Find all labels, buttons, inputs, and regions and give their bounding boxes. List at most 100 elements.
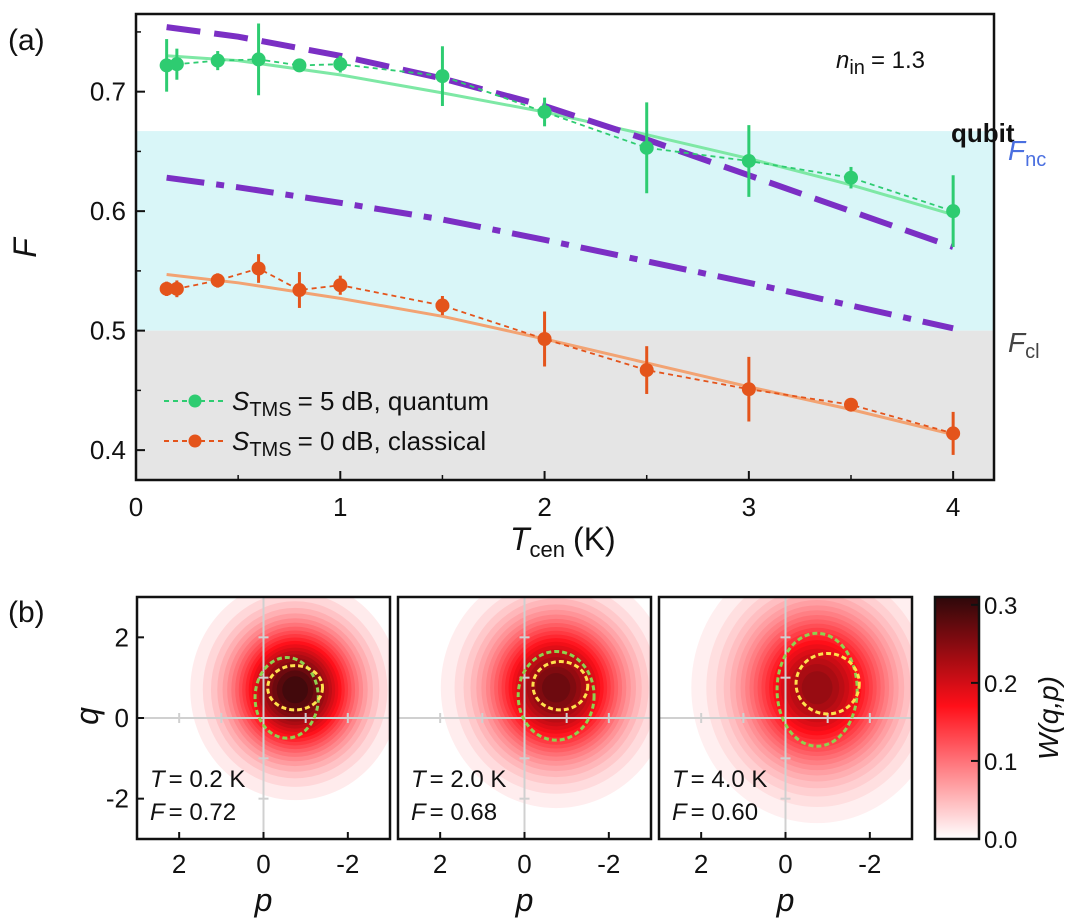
q-tick-label: 2	[115, 622, 129, 652]
quantum-point	[844, 170, 858, 185]
qubit-band-label: qubit	[951, 118, 1015, 148]
classical-point	[333, 278, 348, 293]
quantum-point	[169, 57, 184, 72]
x-tick-label: 0	[129, 492, 143, 522]
T-value: = 2.0 K	[430, 766, 507, 793]
legend: STMS = 5 dB, quantum STMS = 0 dB, classica…	[164, 386, 489, 461]
y-axis-label: F	[7, 236, 43, 258]
colorbar-tick-label: 0.3	[984, 593, 1017, 620]
y-tick-label: 0.5	[90, 316, 126, 346]
T-value: = 4.0 K	[691, 766, 768, 793]
x-label-sub: cen	[530, 537, 565, 562]
F-value: = 0.68	[430, 799, 497, 826]
Fnc-main: F	[1008, 135, 1027, 166]
F-main: F	[411, 799, 427, 826]
p-tick-label: 2	[172, 849, 186, 879]
n-sub: in	[849, 57, 865, 79]
wigner-contour	[801, 671, 833, 705]
wigner-map	[659, 597, 912, 839]
classical-point	[741, 382, 756, 397]
x-label-main: T	[510, 521, 532, 557]
legend-classical-label: STMS = 0 dB, classical	[232, 426, 486, 461]
y-tick-label: 0.6	[90, 196, 126, 226]
legend-quantum-rest: = 5 dB, quantum	[298, 386, 490, 416]
quantum-connector	[166, 58, 954, 213]
p-tick-label: -2	[336, 849, 359, 879]
panel-b-label: (b)	[8, 596, 45, 629]
temperature-annotation: T = 4.0 K	[672, 766, 767, 793]
series-quantum	[159, 23, 961, 247]
F-main: F	[150, 799, 166, 826]
p-tick-label: 2	[694, 849, 708, 879]
q-tick-label: -2	[106, 784, 129, 814]
quantum-point	[292, 58, 307, 73]
quantum-point	[741, 153, 756, 168]
classical-point	[251, 261, 266, 276]
fidelity-annotation: F = 0.60	[672, 799, 758, 826]
p-tick-label: 0	[256, 849, 270, 879]
q-axis-label: q	[69, 707, 105, 725]
wigner-panel-T-4.0K: 2 0 -2pT = 4.0 KF = 0.60	[657, 595, 914, 918]
series-classical	[159, 254, 961, 455]
F-cl-threshold-label: Fcl	[1008, 327, 1040, 363]
panel-a-label: (a)	[8, 24, 45, 57]
n-main: n	[836, 47, 849, 74]
F-main: F	[672, 799, 688, 826]
x-tick-label: 1	[333, 492, 347, 522]
quantum-point	[159, 58, 174, 73]
n-in-annotation: nin = 1.3	[836, 47, 925, 79]
classical-point	[169, 281, 184, 296]
Fcl-sub: cl	[1025, 341, 1039, 363]
legend-quantum-sub: TMS	[249, 399, 291, 421]
data-series	[159, 23, 961, 455]
quantum-point	[435, 69, 450, 84]
colorbar-label: W(q,p)	[1033, 676, 1064, 760]
axis-ticks: 0 1 2 3 4 0.4 0.5 0.6 0.7	[90, 31, 960, 522]
colorbar-tick-label: 0.0	[984, 827, 1017, 854]
legend-classical-rest: = 0 dB, classical	[298, 426, 487, 456]
fidelity-annotation: F = 0.68	[411, 799, 497, 826]
wigner-contour	[541, 672, 571, 703]
classical-point	[844, 397, 858, 412]
inner-contour-ring	[531, 660, 590, 712]
legend-classical-main: S	[232, 426, 250, 456]
quantum-point	[946, 204, 961, 219]
y-tick-label: 0.7	[90, 77, 126, 107]
x-tick-label: 3	[742, 492, 756, 522]
wigner-panel-T-2.0K: 2 0 -2pT = 2.0 KF = 0.68	[396, 595, 653, 918]
inner-contour-ring	[266, 664, 325, 712]
wigner-contour	[282, 676, 308, 704]
p-axis-label: p	[776, 882, 795, 918]
outer-contour-ring	[775, 631, 859, 748]
p-axis-label: p	[254, 882, 273, 918]
classical-point	[639, 363, 654, 378]
quantum-point	[210, 53, 225, 68]
classical-point	[537, 332, 552, 347]
T-main: T	[411, 766, 428, 793]
colorbar-tick-label: 0.2	[984, 671, 1017, 698]
F-value: = 0.72	[169, 799, 236, 826]
x-axis-label: Tcen (K)	[510, 521, 616, 562]
panel-a: (a) 0 1 2 3 4 0.4 0.5 0.6 0.7 qubit nin = 1.3 Fnc…	[7, 12, 1046, 562]
classical-point	[292, 283, 307, 298]
bound-lower	[166, 174, 954, 332]
colorbar: 0.0 0.1 0.2 0.3	[933, 593, 1017, 854]
outer-contour-ring	[516, 649, 596, 742]
band-qubit	[136, 131, 994, 331]
Fcl-main: F	[1008, 327, 1027, 358]
p-tick-label: 0	[778, 849, 792, 879]
temperature-annotation: T = 0.2 K	[150, 766, 245, 793]
fidelity-annotation: F = 0.72	[150, 799, 236, 826]
bands	[136, 131, 994, 480]
wigner-map	[137, 597, 390, 839]
n-rest: = 1.3	[871, 47, 925, 74]
legend-quantum-label: STMS = 5 dB, quantum	[232, 386, 489, 421]
plot-frame	[134, 12, 996, 482]
F-nc-threshold-label: Fnc	[1008, 135, 1046, 171]
F-value: = 0.60	[691, 799, 758, 826]
p-axis-label: p	[515, 882, 534, 918]
